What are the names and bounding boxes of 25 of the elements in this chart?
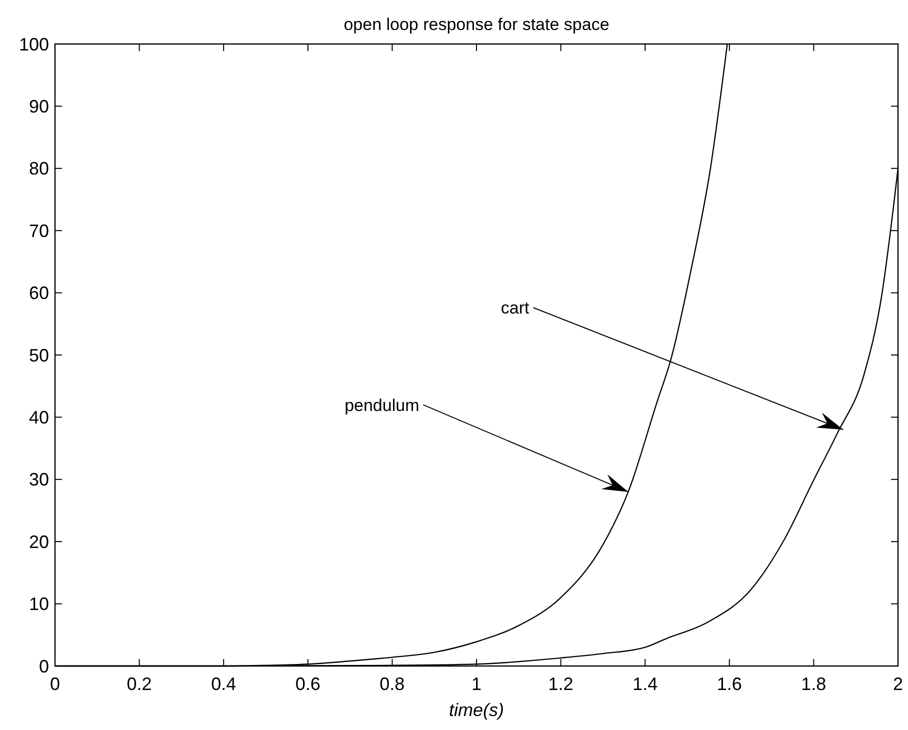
x-tick-label: 0.6: [295, 674, 320, 694]
y-tick-label: 70: [28, 220, 49, 241]
annotation: cart: [500, 298, 530, 318]
chart-title: open loop response for state space: [344, 15, 610, 34]
y-tick-label: 0: [38, 656, 49, 676]
x-axis-title: time(s): [449, 700, 504, 720]
y-tick-label: 50: [28, 345, 49, 366]
x-tick-label: 0.4: [211, 674, 236, 694]
y-tick-label: 90: [28, 96, 49, 116]
x-tick-label: 1.8: [801, 674, 826, 694]
y-tick-label: 30: [28, 470, 49, 490]
x-tick-label: 0.8: [380, 674, 405, 694]
x-tick-label: 1.2: [548, 674, 574, 694]
x-tick-label: 0.2: [126, 674, 152, 694]
y-tick-label: 10: [28, 594, 49, 614]
y-tick-label: 20: [28, 532, 49, 552]
y-tick-label: 40: [28, 408, 49, 428]
y-tick-label: 60: [28, 283, 49, 304]
x-tick-label: 1.4: [632, 674, 658, 694]
x-tick-label: 1.6: [716, 674, 742, 694]
x-tick-label: 2: [892, 674, 904, 694]
y-tick-label: 100: [18, 34, 49, 54]
x-tick-label: 1: [471, 674, 482, 694]
annotation: pendulum: [344, 396, 420, 415]
y-tick-label: 80: [28, 158, 49, 179]
